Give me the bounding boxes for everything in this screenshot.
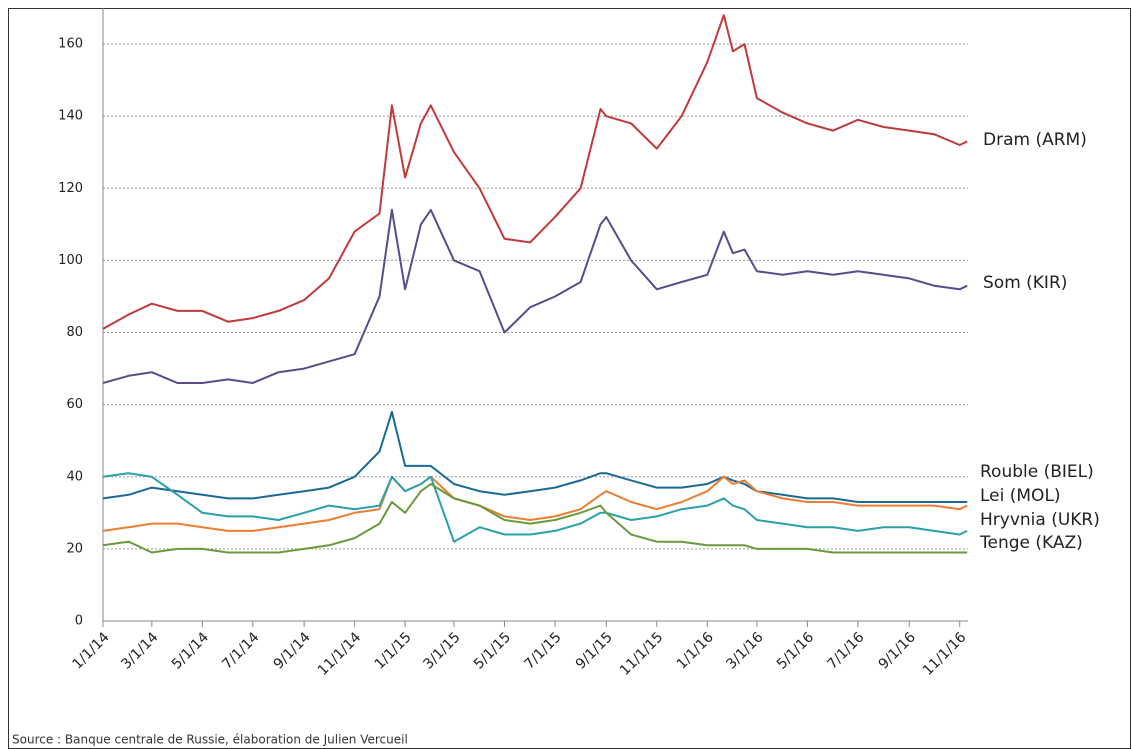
series-line — [102, 472, 968, 543]
x-tick-label: 7/1/15 — [521, 629, 564, 672]
series-line — [102, 14, 968, 330]
y-tick-label: 20 — [66, 541, 83, 556]
y-tick-label: 80 — [66, 325, 83, 340]
series-line — [102, 208, 968, 384]
x-tick-label: 1/1/14 — [69, 629, 112, 672]
x-tick-label: 9/1/16 — [876, 629, 919, 672]
y-tick-label: 40 — [66, 469, 83, 484]
x-tick-label: 1/1/15 — [372, 629, 415, 672]
x-tick-label: 3/1/14 — [118, 629, 161, 672]
y-tick-label: 0 — [75, 614, 83, 629]
series-label: Som (KIR) — [983, 273, 1067, 293]
x-tick-label: 7/1/16 — [824, 629, 867, 672]
x-tick-label: 9/1/15 — [573, 629, 616, 672]
series-line — [102, 410, 968, 503]
series-label: Dram (ARM) — [983, 130, 1087, 150]
x-tick-label: 1/1/16 — [674, 629, 717, 672]
series-line — [102, 475, 968, 532]
x-tick-label: 3/1/16 — [723, 629, 766, 672]
x-tick-label: 7/1/14 — [219, 629, 262, 672]
series-line — [102, 483, 968, 554]
x-tick-label: 11/1/16 — [920, 629, 970, 679]
x-tick-label: 3/1/15 — [420, 629, 463, 672]
x-tick-label: 9/1/14 — [271, 629, 314, 672]
y-tick-label: 160 — [58, 37, 83, 52]
y-tick-label: 140 — [58, 109, 83, 124]
source: Source : Banque centrale de Russie, élab… — [12, 733, 408, 747]
x-tick-label: 5/1/16 — [774, 629, 817, 672]
series-label: Hryvnia (UKR) — [980, 510, 1100, 530]
y-tick-label: 100 — [58, 253, 83, 268]
series-label: Lei (MOL) — [980, 486, 1061, 506]
series-label: Rouble (BIEL) — [980, 462, 1094, 482]
y-tick-label: 120 — [58, 181, 83, 196]
y-tick-label: 60 — [66, 397, 83, 412]
x-tick-label: 5/1/14 — [169, 629, 212, 672]
series-label: Tenge (KAZ) — [979, 533, 1083, 553]
x-tick-label: 5/1/15 — [471, 629, 514, 672]
x-tick-label: 11/1/15 — [617, 629, 666, 678]
x-tick-label: 11/1/14 — [315, 629, 365, 679]
